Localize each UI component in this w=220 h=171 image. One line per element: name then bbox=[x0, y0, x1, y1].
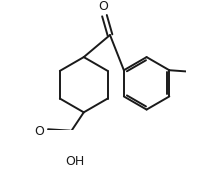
Text: OH: OH bbox=[65, 155, 84, 168]
Text: O: O bbox=[35, 125, 44, 138]
Text: O: O bbox=[98, 0, 108, 13]
